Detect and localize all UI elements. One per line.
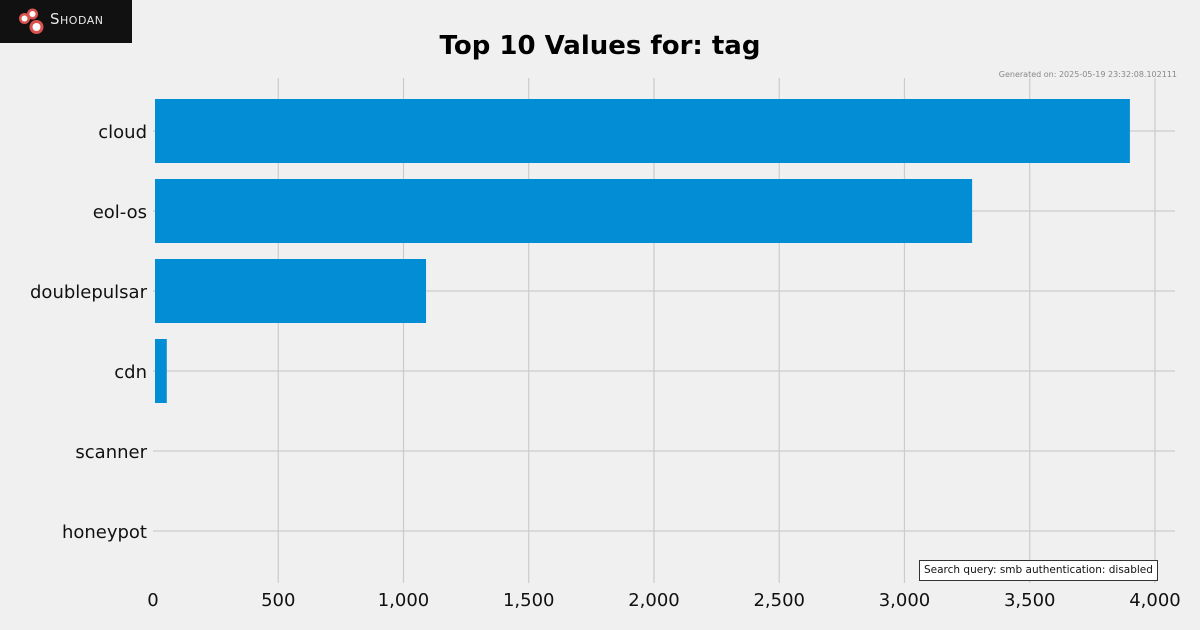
bar-cdn: [155, 339, 167, 403]
y-tick-label: eol-os: [93, 202, 147, 223]
x-tick-labels: 0 500 1,000 1,500 2,000 2,500 3,000 3,500 4,000: [147, 590, 1180, 611]
y-tick-label: cdn: [114, 362, 147, 383]
chart-title: Top 10 Values for: tag: [440, 31, 761, 61]
y-tick-label: scanner: [75, 442, 147, 463]
x-tick-label: 1,500: [503, 590, 555, 611]
bar-cloud: [155, 99, 1130, 163]
x-tick-label: 500: [261, 590, 295, 611]
x-tick-label: 2,000: [628, 590, 680, 611]
y-tick-label: honeypot: [62, 522, 147, 543]
y-tick-labels: cloud eol-os doublepulsar cdn scanner honeypo…: [30, 122, 148, 543]
x-tick-label: 2,500: [753, 590, 805, 611]
bar-doublepulsar: [155, 259, 427, 323]
shodan-logo-text: Shodan: [50, 10, 104, 28]
search-query-box: Search query: smb authentication: disabl…: [919, 560, 1158, 581]
y-tick-label: cloud: [98, 122, 147, 143]
generated-timestamp: Generated on: 2025-05-19 23:32:08.102111: [999, 70, 1177, 79]
x-tick-label: 3,000: [879, 590, 931, 611]
bar-layer: [155, 99, 1130, 403]
x-tick-label: 0: [147, 590, 158, 611]
bar-eol-os: [155, 179, 973, 243]
y-tick-label: doublepulsar: [30, 282, 148, 303]
x-tick-label: 3,500: [1004, 590, 1056, 611]
shodan-logo-icon: [19, 8, 44, 34]
x-tick-label: 1,000: [378, 590, 430, 611]
shodan-logo[interactable]: Shodan: [0, 0, 132, 43]
x-tick-label: 4,000: [1129, 590, 1181, 611]
